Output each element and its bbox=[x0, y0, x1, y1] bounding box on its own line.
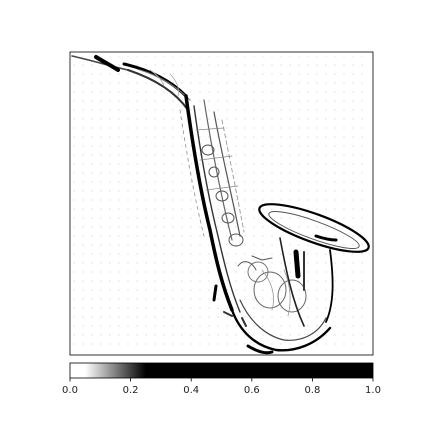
colorbar-tick-label: 0.0 bbox=[62, 385, 78, 396]
colorbar-ticks: 0.0 0.2 0.4 0.6 0.8 1.0 bbox=[62, 378, 381, 396]
colorbar-frame bbox=[69, 362, 374, 379]
image-frame bbox=[69, 51, 374, 356]
colorbar: 0.0 0.2 0.4 0.6 0.8 1.0 bbox=[62, 362, 381, 396]
colorbar-tick-label: 0.4 bbox=[183, 385, 199, 396]
saxophone-edge-drawing bbox=[71, 55, 370, 355]
colorbar-tick-label: 0.2 bbox=[123, 385, 139, 396]
colorbar-gradient bbox=[70, 363, 373, 378]
colorbar-tick-label: 1.0 bbox=[365, 385, 381, 396]
colorbar-tick-label: 0.6 bbox=[244, 385, 260, 396]
dot-texture bbox=[72, 56, 370, 352]
colorbar-tick-label: 0.8 bbox=[304, 385, 320, 396]
image-panel bbox=[69, 51, 374, 356]
